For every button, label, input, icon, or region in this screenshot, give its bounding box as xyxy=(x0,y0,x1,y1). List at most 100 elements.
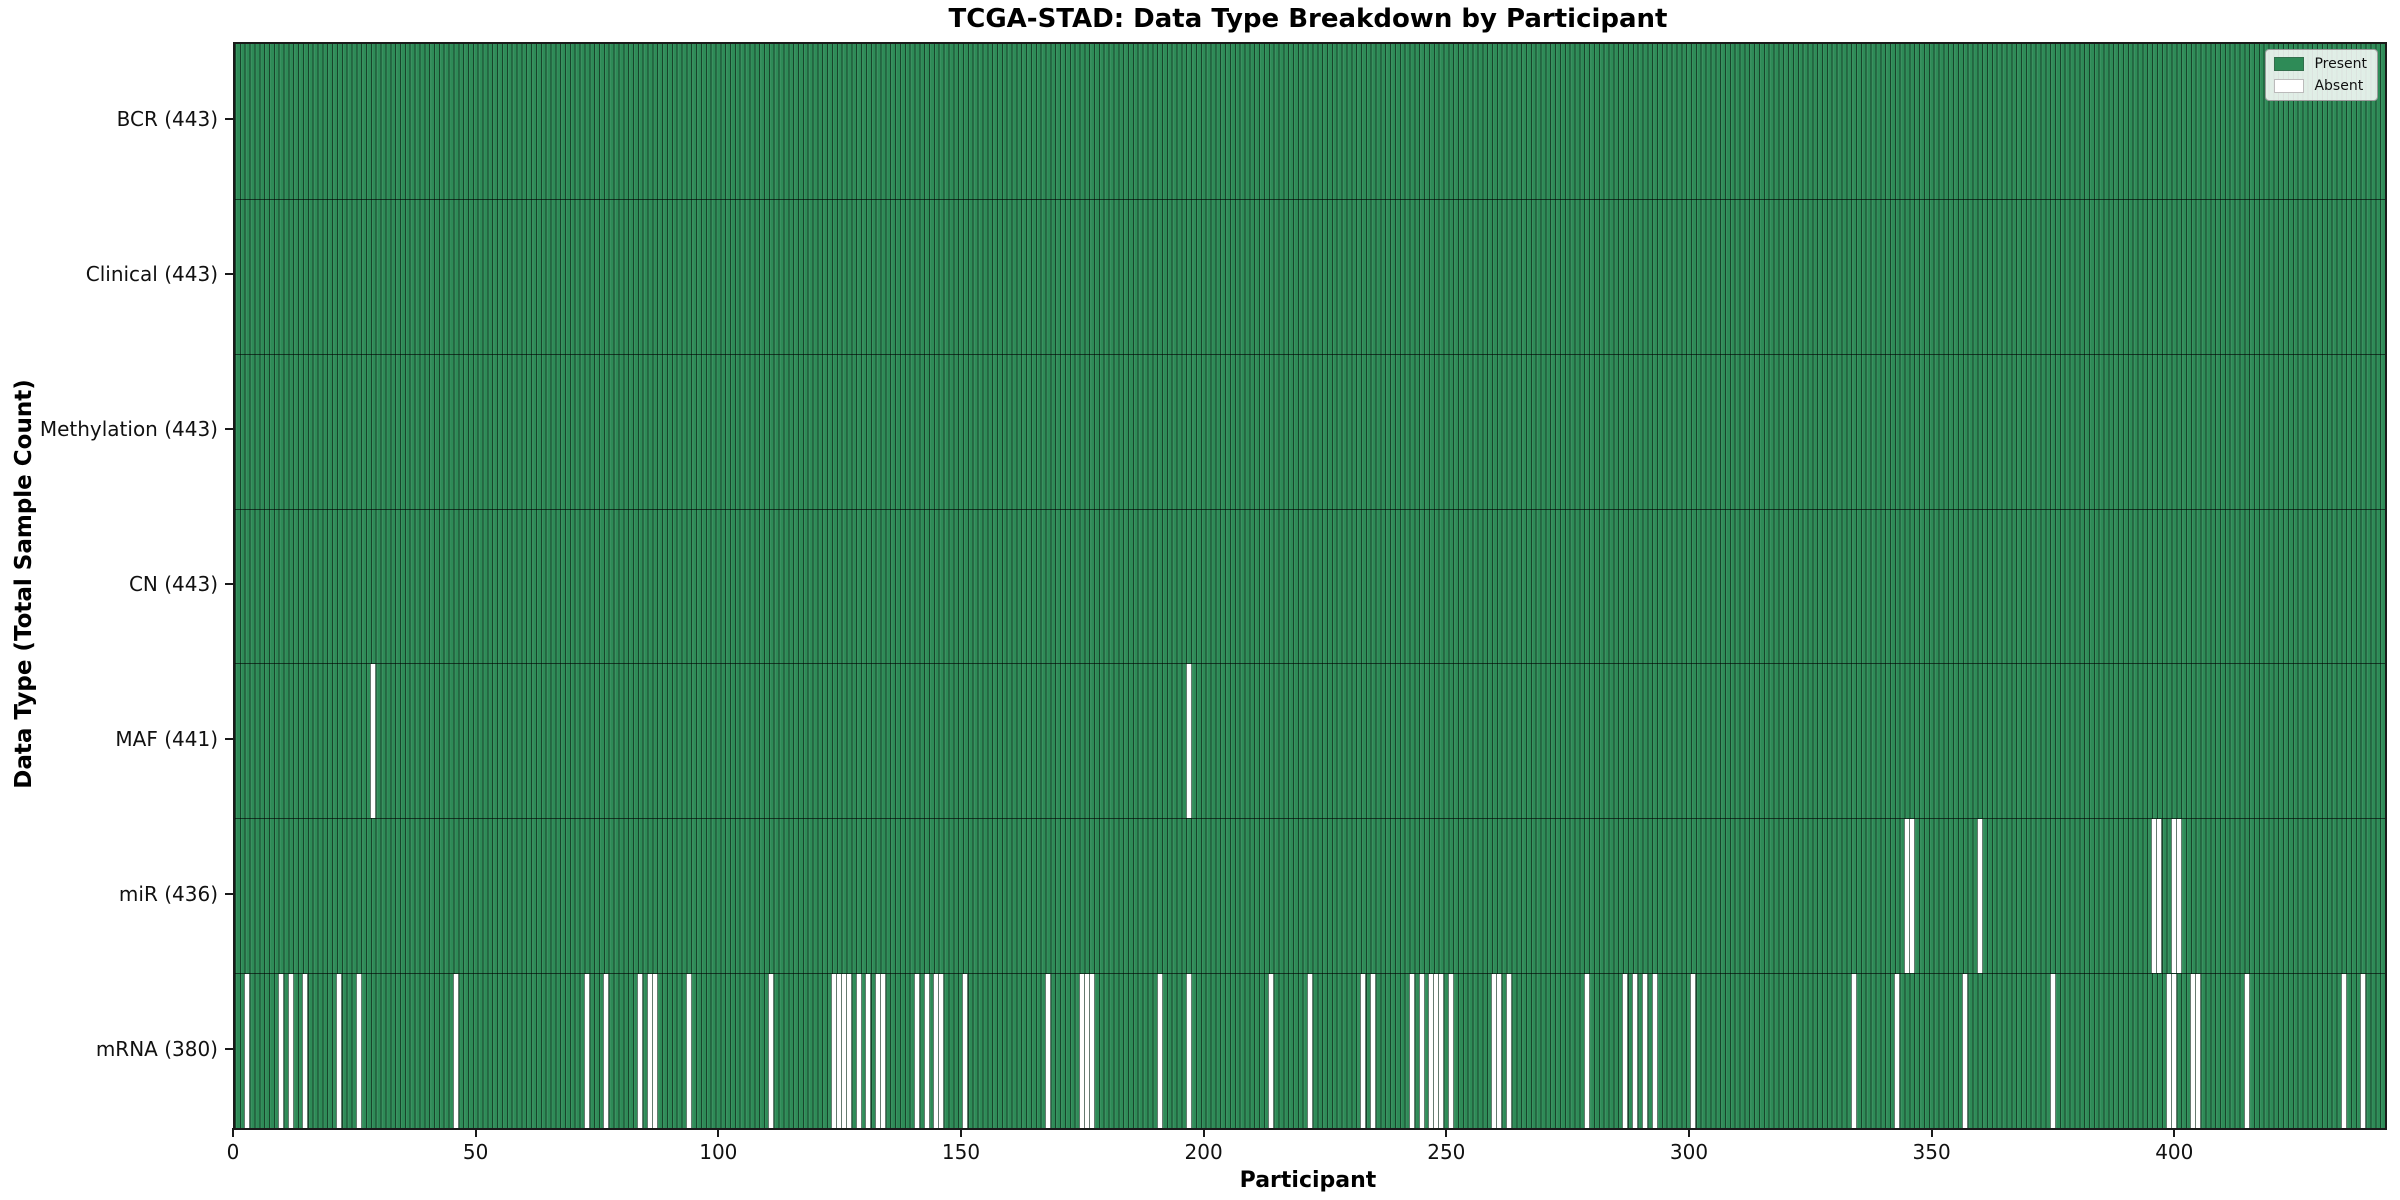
absent-bar-mRNA-374 xyxy=(2049,974,2056,1128)
y-tick-label-miR: miR (436) xyxy=(118,881,218,906)
y-tick-mark xyxy=(225,737,233,740)
x-tick-mark xyxy=(2173,1128,2176,1137)
absent-bar-mRNA-11 xyxy=(287,974,294,1128)
absent-bar-mRNA-300 xyxy=(1690,974,1697,1128)
absent-bar-mRNA-333 xyxy=(1850,974,1857,1128)
absent-bar-mRNA-262 xyxy=(1505,974,1512,1128)
row-Clinical xyxy=(235,198,2385,354)
plot-area: Present Absent xyxy=(233,42,2387,1130)
absent-bar-mRNA-76 xyxy=(603,974,610,1128)
absent-bar-mRNA-130 xyxy=(865,974,872,1128)
absent-bar-mRNA-438 xyxy=(2360,974,2367,1128)
absent-bar-mRNA-86 xyxy=(651,974,658,1128)
row-mRNA xyxy=(235,973,2385,1128)
x-tick-label-250: 250 xyxy=(1427,1140,1466,1164)
absent-bar-mRNA-288 xyxy=(1632,974,1639,1128)
absent-bar-mRNA-142 xyxy=(923,974,930,1128)
x-tick-label-50: 50 xyxy=(462,1140,489,1164)
absent-bar-mRNA-21 xyxy=(336,974,343,1128)
absent-bar-mRNA-176 xyxy=(1088,974,1095,1128)
absent-bar-mRNA-242 xyxy=(1408,974,1415,1128)
x-tick-mark xyxy=(1930,1128,1933,1137)
absent-bar-MAF-28 xyxy=(370,664,377,819)
absent-bar-mRNA-150 xyxy=(962,974,969,1128)
row-Methylation xyxy=(235,353,2385,509)
y-tick-mark xyxy=(225,892,233,895)
absent-bar-mRNA-126 xyxy=(845,974,852,1128)
absent-bar-mRNA-260 xyxy=(1496,974,1503,1128)
absent-bar-mRNA-356 xyxy=(1962,974,1969,1128)
absent-bar-mRNA-196 xyxy=(1185,974,1192,1128)
x-tick-mark xyxy=(1445,1128,1448,1137)
absent-bar-MAF-196 xyxy=(1185,664,1192,819)
legend-entry-present: Present xyxy=(2274,56,2367,72)
x-tick-label-200: 200 xyxy=(1184,1140,1223,1164)
row-BCR xyxy=(235,44,2385,199)
absent-bar-mRNA-128 xyxy=(855,974,862,1128)
absent-bar-mRNA-434 xyxy=(2340,974,2347,1128)
x-tick-mark xyxy=(717,1128,720,1137)
absent-bar-mRNA-9 xyxy=(278,974,285,1128)
absent-bar-mRNA-292 xyxy=(1651,974,1658,1128)
absent-bar-mRNA-133 xyxy=(879,974,886,1128)
x-axis-title: Participant xyxy=(1239,1168,1377,1193)
y-tick-mark xyxy=(225,118,233,121)
x-tick-label-350: 350 xyxy=(1912,1140,1951,1164)
y-tick-label-Clinical: Clinical (443) xyxy=(85,262,218,287)
absent-bar-mRNA-290 xyxy=(1641,974,1648,1128)
x-tick-label-100: 100 xyxy=(699,1140,738,1164)
absent-bar-mRNA-72 xyxy=(583,974,590,1128)
absent-bar-mRNA-414 xyxy=(2243,974,2250,1128)
y-tick-mark xyxy=(225,428,233,431)
y-tick-label-Methylation: Methylation (443) xyxy=(39,417,218,442)
absent-bar-mRNA-221 xyxy=(1306,974,1314,1128)
absent-bar-mRNA-278 xyxy=(1583,974,1590,1128)
x-tick-label-150: 150 xyxy=(941,1140,981,1164)
y-tick-label-MAF: MAF (441) xyxy=(115,726,218,751)
absent-bar-mRNA-110 xyxy=(768,974,775,1128)
absent-bar-mRNA-244 xyxy=(1418,974,1425,1128)
absent-bar-mRNA-2 xyxy=(244,974,251,1128)
y-tick-mark xyxy=(225,1047,233,1050)
y-tick-mark xyxy=(225,583,233,585)
x-tick-mark xyxy=(232,1128,234,1137)
absent-bar-mRNA-167 xyxy=(1044,974,1051,1128)
absent-bar-mRNA-93 xyxy=(685,974,692,1128)
absent-bar-mRNA-342 xyxy=(1894,974,1901,1128)
x-tick-label-300: 300 xyxy=(1669,1140,1709,1164)
absent-bar-mRNA-14 xyxy=(302,974,309,1128)
absent-bar-mRNA-45 xyxy=(452,974,459,1128)
x-tick-mark xyxy=(1687,1128,1690,1137)
y-tick-label-BCR: BCR (443) xyxy=(116,107,218,132)
x-tick-mark xyxy=(474,1128,477,1137)
legend-entry-absent: Absent xyxy=(2274,78,2367,94)
row-CN xyxy=(235,508,2385,664)
x-tick-mark xyxy=(959,1128,962,1137)
row-miR xyxy=(235,818,2385,974)
absent-bar-miR-359 xyxy=(1976,819,1983,974)
present-swatch-icon xyxy=(2274,57,2305,71)
y-tick-mark xyxy=(225,273,233,276)
y-tick-label-mRNA: mRNA (380) xyxy=(95,1036,218,1061)
absent-bar-mRNA-250 xyxy=(1447,974,1454,1128)
absent-bar-miR-345 xyxy=(1908,819,1915,974)
absent-bar-mRNA-140 xyxy=(913,974,920,1128)
row-MAF xyxy=(235,663,2385,819)
x-tick-mark xyxy=(1202,1128,1205,1137)
absent-bar-mRNA-399 xyxy=(2170,974,2177,1128)
absent-bar-mRNA-213 xyxy=(1268,974,1275,1128)
absent-bar-miR-400 xyxy=(2175,819,2182,974)
absent-swatch-icon xyxy=(2274,79,2305,93)
legend-label-present: Present xyxy=(2314,56,2367,72)
absent-bar-mRNA-25 xyxy=(355,974,362,1128)
chart-title: TCGA-STAD: Data Type Breakdown by Partic… xyxy=(948,4,1668,34)
absent-bar-mRNA-286 xyxy=(1622,974,1629,1128)
absent-bar-mRNA-145 xyxy=(938,974,945,1128)
x-tick-label-0: 0 xyxy=(226,1140,240,1164)
absent-bar-mRNA-83 xyxy=(637,974,644,1128)
absent-bar-mRNA-232 xyxy=(1360,974,1367,1128)
absent-bar-mRNA-190 xyxy=(1156,974,1163,1128)
y-tick-label-CN: CN (443) xyxy=(128,572,218,596)
absent-bar-mRNA-234 xyxy=(1370,974,1377,1128)
